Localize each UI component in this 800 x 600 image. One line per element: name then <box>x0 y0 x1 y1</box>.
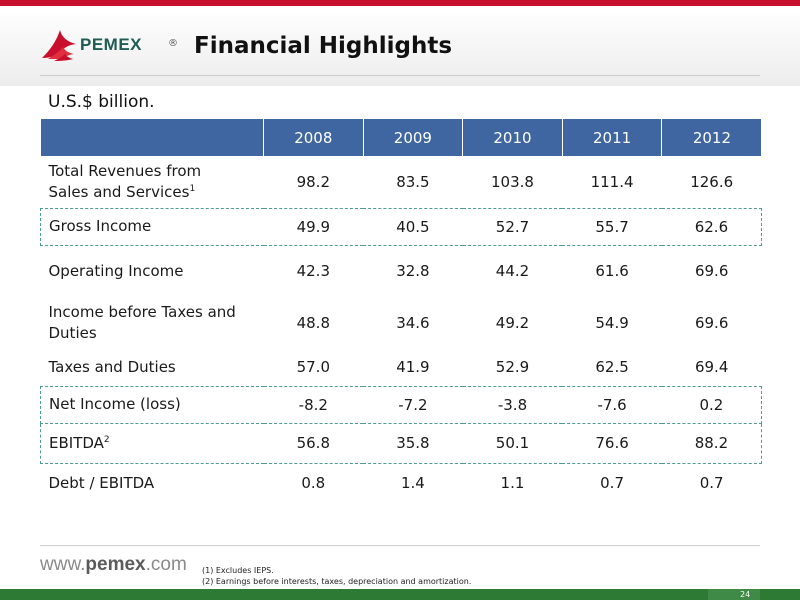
value-cell: 55.7 <box>562 207 662 246</box>
header-label-cell <box>40 119 264 156</box>
logo-wordmark: PEMEX <box>80 35 143 54</box>
row-label-line: Sales and Services <box>48 182 190 201</box>
value-cell: 0.8 <box>301 474 326 493</box>
value-cell: 48.8 <box>296 314 330 332</box>
value-cell: 57.0 <box>296 358 330 377</box>
value-cell: 1.4 <box>400 474 425 493</box>
value-cell: 32.8 <box>396 262 430 281</box>
year-header: 2010 <box>462 119 563 156</box>
table-header-row: 2008 2009 2010 2011 2012 <box>40 119 762 156</box>
row-label-line: Net Income (loss) <box>49 395 181 413</box>
value-cell: 62.5 <box>595 358 629 377</box>
value-cell: 76.6 <box>562 422 662 464</box>
value-cell: 44.2 <box>495 262 530 281</box>
header-band <box>0 6 800 86</box>
footer-divider <box>40 545 760 546</box>
pemex-logo: PEMEX ® <box>40 28 190 68</box>
website-prefix: www. <box>40 554 86 575</box>
value-cell: 52.7 <box>462 207 563 246</box>
table-row: Gross Income 49.9 40.5 52.7 55.7 62.6 <box>40 207 762 246</box>
table-row: Operating Income 42.3 32.8 44.2 61.6 69.6 <box>41 245 762 297</box>
year-header: 2011 <box>561 119 662 156</box>
row-label: Operating Income <box>41 245 264 297</box>
row-label-line: Operating Income <box>48 261 184 280</box>
value-cell: 40.5 <box>363 207 463 246</box>
value-cell: 69.6 <box>694 262 729 281</box>
footnote: (1) Excludes IEPS. <box>202 566 274 575</box>
value-cell: 69.4 <box>694 358 729 377</box>
value-cell: 35.8 <box>363 422 463 464</box>
eagle-flame-icon <box>42 30 76 61</box>
footnote-marker: 1 <box>189 183 196 194</box>
value-cell: 0.7 <box>699 474 724 493</box>
table-row: EBITDA2 56.8 35.8 50.1 76.6 88.2 <box>40 422 762 464</box>
year-header: 2012 <box>661 119 762 156</box>
value-cell: 49.9 <box>263 207 364 246</box>
value-cell: 49.2 <box>495 314 530 332</box>
value-cell: 88.2 <box>661 422 762 464</box>
year-header: 2009 <box>362 119 463 156</box>
page-title: Financial Highlights <box>194 33 453 59</box>
value-cell: -7.2 <box>363 385 463 424</box>
footnote: (2) Earnings before interests, taxes, de… <box>202 577 472 586</box>
row-label-line: Taxes and Duties <box>48 357 176 376</box>
value-cell: 56.8 <box>263 422 364 464</box>
value-cell: 52.9 <box>495 358 530 377</box>
website-brand: pemex <box>85 554 146 575</box>
value-cell: 0.7 <box>600 474 624 493</box>
row-label-line: Income before Taxes and <box>48 303 236 321</box>
row-label-line: Total Revenues from <box>48 161 202 180</box>
row-label: Debt / EBITDA <box>41 463 264 503</box>
table-row: Net Income (loss) -8.2 -7.2 -3.8 -7.6 0.2 <box>40 385 762 424</box>
row-label-line: Gross Income <box>49 217 152 235</box>
header-divider <box>40 75 760 76</box>
value-cell: 83.5 <box>396 172 430 191</box>
value-cell: 1.1 <box>500 474 525 493</box>
row-label: Taxes and Duties <box>41 349 264 386</box>
row-label: Income before Taxes and Duties <box>41 297 264 349</box>
footnotes: (1) Excludes IEPS. (2) Earnings before i… <box>202 565 471 587</box>
bottom-accent-bar <box>0 589 800 600</box>
value-cell: 61.6 <box>595 262 629 281</box>
row-label: Net Income (loss) <box>40 385 264 424</box>
table-row: Debt / EBITDA 0.8 1.4 1.1 0.7 0.7 <box>41 463 762 503</box>
table-row: Total Revenues from Sales and Services1 98… <box>41 156 762 208</box>
page-number-box <box>708 589 760 600</box>
value-cell: 103.8 <box>491 172 534 191</box>
value-cell: 0.2 <box>661 385 762 424</box>
value-cell: 54.9 <box>595 314 629 332</box>
value-cell: 50.1 <box>462 422 563 464</box>
value-cell: 41.9 <box>396 358 430 377</box>
row-label-line: Debt / EBITDA <box>48 473 155 492</box>
year-header: 2008 <box>263 119 364 156</box>
value-cell: -8.2 <box>263 385 364 424</box>
value-cell: -7.6 <box>562 385 662 424</box>
value-cell: 42.3 <box>296 262 330 281</box>
table-row: Taxes and Duties 57.0 41.9 52.9 62.5 69.4 <box>41 349 762 386</box>
row-label-line: Duties <box>48 324 97 342</box>
value-cell: 126.6 <box>690 172 734 191</box>
value-cell: 34.6 <box>396 314 430 332</box>
value-cell: 111.4 <box>590 172 634 191</box>
footnote-marker: 2 <box>103 434 110 445</box>
row-label-line: EBITDA <box>49 433 104 452</box>
table-row: Income before Taxes and Duties 48.8 34.6 49.… <box>41 297 762 349</box>
value-cell: -3.8 <box>462 385 563 424</box>
website-suffix: .com <box>145 554 187 575</box>
value-cell: 69.6 <box>694 314 729 332</box>
row-label: Gross Income <box>40 207 264 246</box>
financial-table: 2008 2009 2010 2011 2012 Total Revenues … <box>40 119 762 503</box>
logo-registered-mark: ® <box>168 38 178 49</box>
row-label: Total Revenues from Sales and Services1 <box>41 156 264 208</box>
page-number: 24 <box>740 590 751 599</box>
top-accent-bar <box>0 0 800 6</box>
units-label: U.S.$ billion. <box>48 92 155 112</box>
value-cell: 98.2 <box>296 172 330 191</box>
row-label: EBITDA2 <box>40 422 264 464</box>
value-cell: 62.6 <box>661 207 762 246</box>
website-url: www.pemex.com <box>40 554 187 576</box>
